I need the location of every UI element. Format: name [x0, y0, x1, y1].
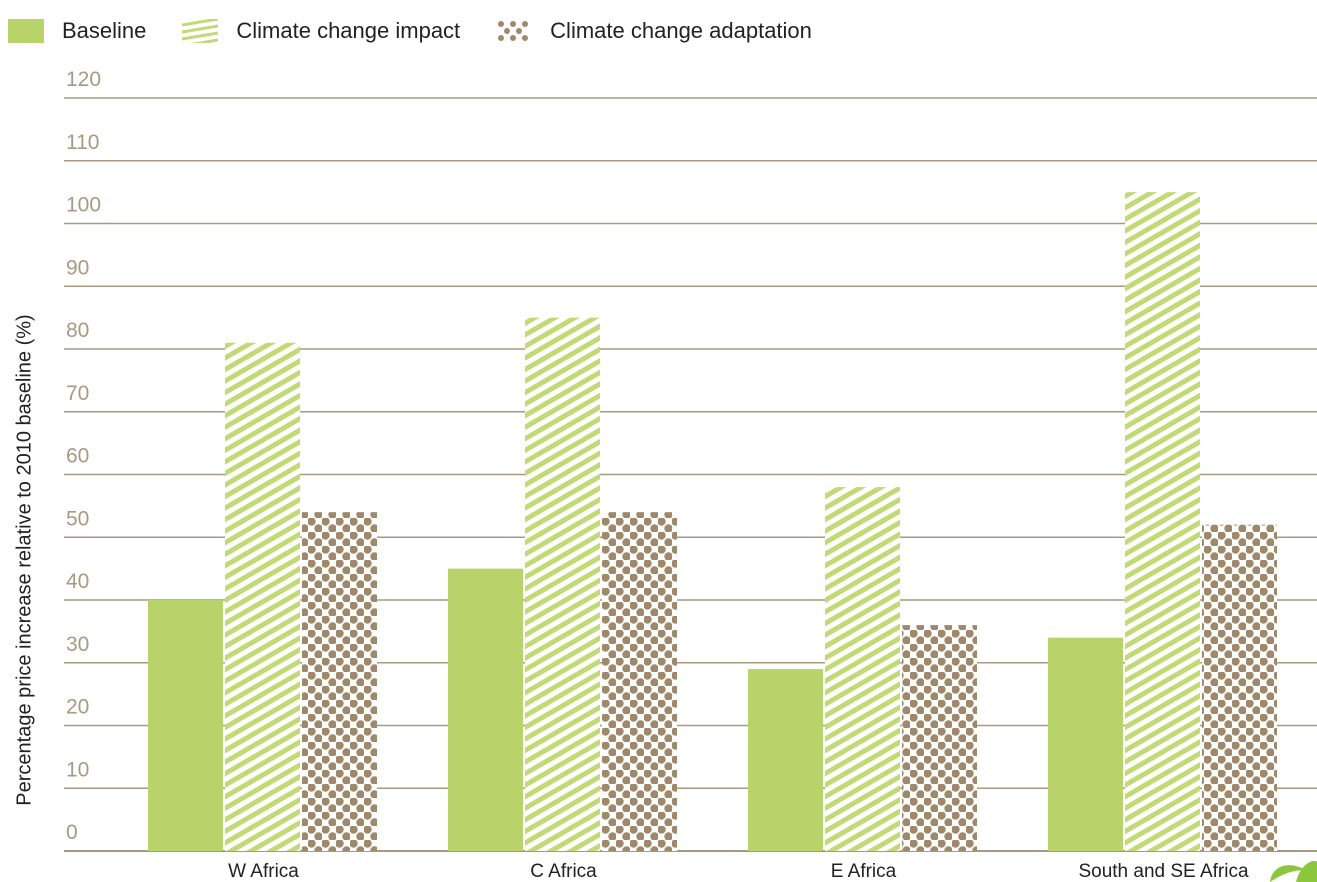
legend-label-adaptation: Climate change adaptation: [550, 18, 812, 43]
bar-impact-3: [1125, 192, 1200, 851]
legend-item-impact: Climate change impact: [182, 18, 460, 44]
legend-item-adaptation: Climate change adaptation: [496, 18, 812, 44]
y-tick-label: 10: [66, 758, 89, 781]
x-tick-label: South and SE Africa: [1078, 861, 1248, 882]
legend-item-baseline: Baseline: [8, 18, 146, 44]
y-tick-label: 40: [66, 570, 89, 593]
legend-swatch-impact: [182, 19, 219, 43]
x-tick-label: W Africa: [228, 861, 299, 882]
legend-swatch-baseline: [8, 19, 44, 43]
y-tick-label: 70: [66, 382, 89, 405]
y-axis-ticks: 0 10 20 30 40 50 60 70 80 90 100 110 120: [66, 68, 101, 844]
x-tick-label: E Africa: [831, 861, 897, 882]
legend-swatch-adaptation: [498, 21, 529, 41]
bar-impact-2: [825, 487, 900, 851]
bar-baseline-2: [748, 669, 823, 851]
bar-adaptation-1: [602, 512, 677, 851]
bars: [148, 192, 1277, 851]
y-tick-label: 110: [66, 131, 99, 154]
green-leaf-icon: [1270, 860, 1317, 882]
bar-adaptation-0: [302, 512, 377, 851]
y-tick-label: 100: [66, 194, 101, 217]
y-tick-label: 90: [66, 256, 89, 279]
legend-label-impact: Climate change impact: [236, 18, 461, 43]
legend-label-baseline: Baseline: [62, 18, 147, 43]
bar-baseline-1: [448, 568, 523, 851]
bar-adaptation-2: [902, 625, 977, 851]
bar-baseline-3: [1048, 637, 1123, 851]
x-axis-ticks: W Africa C Africa E Africa South and SE Afr…: [228, 861, 1249, 882]
y-tick-label: 30: [66, 633, 89, 656]
y-tick-label: 80: [66, 319, 89, 342]
y-tick-label: 20: [66, 696, 89, 719]
y-tick-label: 120: [66, 68, 101, 91]
y-tick-label: 60: [66, 445, 89, 468]
bar-baseline-0: [148, 600, 223, 851]
bar-adaptation-3: [1202, 524, 1277, 851]
bar-impact-1: [525, 317, 600, 851]
y-tick-label: 50: [66, 507, 89, 530]
y-tick-label: 0: [66, 821, 78, 844]
legend: Baseline Climate change impact Climate c…: [8, 14, 848, 48]
x-tick-label: C Africa: [530, 861, 597, 882]
bar-impact-0: [225, 342, 300, 851]
